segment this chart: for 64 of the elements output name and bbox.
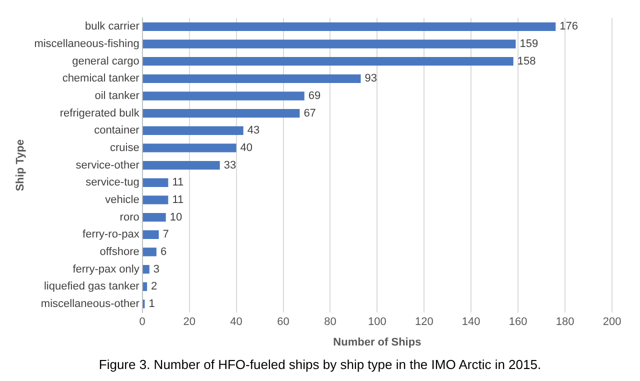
data-label: 6	[160, 246, 167, 258]
x-tick-label: 100	[368, 316, 386, 328]
bar	[142, 74, 361, 83]
bar	[142, 178, 168, 187]
bar	[142, 248, 156, 256]
data-label: 176	[560, 20, 578, 33]
data-label: 1	[148, 298, 155, 310]
data-label: 10	[170, 211, 182, 224]
data-label: 43	[247, 124, 260, 137]
bar	[142, 196, 168, 204]
y-tick-label: oil tanker	[94, 90, 140, 102]
y-tick-label: ferry-ro-pax	[82, 228, 140, 241]
data-label: 67	[304, 107, 316, 120]
bar	[142, 108, 300, 118]
data-label: 11	[172, 194, 184, 206]
bar	[142, 40, 516, 48]
bar	[142, 56, 514, 66]
y-tick-label: miscellaneous-other	[40, 298, 140, 310]
bar	[142, 144, 236, 152]
bar	[142, 160, 220, 170]
data-label: 158	[517, 55, 536, 68]
x-tick-label: 0	[139, 316, 146, 328]
bar	[142, 282, 148, 291]
x-tick-label: 200	[602, 316, 622, 328]
y-tick-label: general cargo	[72, 55, 140, 68]
data-label: 7	[162, 228, 169, 241]
data-label: 2	[151, 280, 158, 293]
caption: Figure 3. Number of HFO-fueled ships by ship type in the IMO Arctic in 2015.	[98, 357, 542, 372]
data-label: 3	[153, 263, 160, 276]
y-tick-label: roro	[120, 211, 140, 224]
y-tick-label: ferry-pax only	[72, 263, 140, 276]
y-tick-label: offshore	[100, 246, 140, 258]
y-tick-label: container	[94, 124, 140, 137]
y-tick-label: liquefied gas tanker	[44, 280, 140, 293]
y-tick-label: service-tug	[86, 176, 140, 189]
data-label: 69	[308, 90, 321, 102]
bar	[142, 264, 150, 274]
data-label: 159	[520, 38, 538, 50]
x-tick-label: 120	[414, 316, 434, 328]
x-tick-label: 60	[277, 316, 290, 328]
y-axis-title: Ship Type	[14, 139, 27, 192]
bar	[142, 126, 244, 135]
x-tick-label: 40	[230, 316, 242, 328]
y-tick-label: vehicle	[105, 194, 140, 206]
bar	[142, 212, 166, 222]
bar	[142, 230, 159, 239]
data-label: 93	[364, 72, 377, 85]
y-tick-label: chemical tanker	[62, 72, 140, 85]
x-axis-title: Number of Ships	[333, 336, 422, 348]
data-label: 40	[240, 142, 253, 154]
x-tick-label: 180	[556, 316, 574, 328]
bar	[142, 22, 556, 31]
y-tick-label: refrigerated bulk	[60, 107, 140, 120]
x-tick-label: 80	[324, 316, 336, 328]
x-tick-label: 140	[462, 316, 480, 328]
y-tick-label: cruise	[110, 142, 140, 154]
y-tick-label: bulk carrier	[84, 20, 140, 33]
bar	[142, 92, 304, 100]
data-label: 33	[224, 159, 236, 172]
y-tick-label: miscellaneous-fishing	[34, 38, 140, 50]
x-tick-label: 20	[183, 316, 196, 328]
data-label: 11	[172, 176, 184, 189]
y-tick-label: service-other	[76, 159, 140, 172]
x-tick-label: 160	[508, 316, 528, 328]
